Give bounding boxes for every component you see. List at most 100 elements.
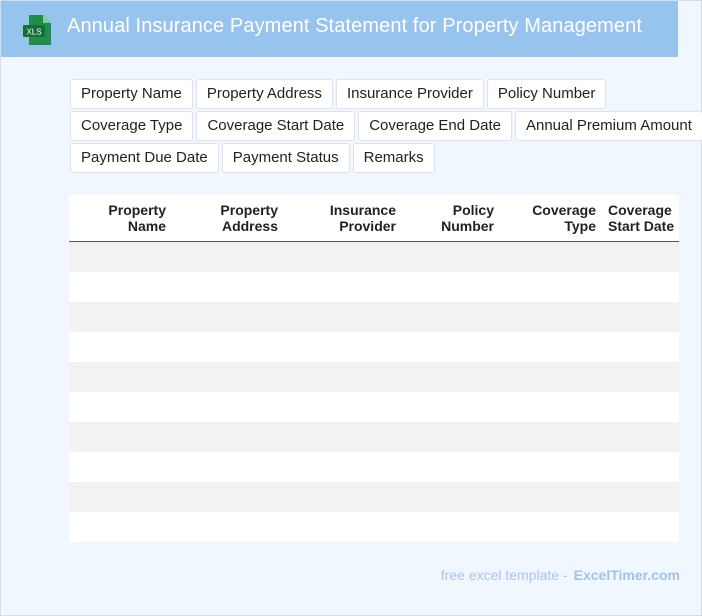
table-row [69,422,679,452]
table-cell[interactable] [402,332,500,362]
table-cell[interactable] [602,452,679,482]
table-cell[interactable] [172,302,284,332]
table-cell[interactable] [69,302,172,332]
table-cell[interactable] [500,272,602,302]
page-title: Annual Insurance Payment Statement for P… [67,15,642,37]
table-cell[interactable] [602,241,679,272]
table-cell[interactable] [402,241,500,272]
table-cell[interactable] [69,482,172,512]
field-tag-remarks[interactable]: Remarks [352,143,435,173]
footer-text: free excel template - [440,567,568,583]
table-cell[interactable] [284,482,402,512]
field-tag-row: Payment Due Date Payment Status Remarks [70,143,695,175]
table-cell[interactable] [284,422,402,452]
table-cell[interactable] [172,422,284,452]
table-row [69,452,679,482]
table-cell[interactable] [500,422,602,452]
field-tag-insurance-provider[interactable]: Insurance Provider [335,79,484,109]
table-cell[interactable] [602,482,679,512]
table-cell[interactable] [402,272,500,302]
table-cell[interactable] [284,272,402,302]
table-cell[interactable] [602,392,679,422]
table-cell[interactable] [69,422,172,452]
table-cell[interactable] [500,452,602,482]
table-cell[interactable] [284,362,402,392]
field-tag-coverage-end-date[interactable]: Coverage End Date [358,111,512,141]
data-table: Property Name Property Address Insurance Pr… [69,195,679,542]
table-row [69,241,679,272]
data-table-container: Property Name Property Address Insurance Pr… [69,195,679,542]
table-row [69,512,679,542]
field-tag-payment-due-date[interactable]: Payment Due Date [70,143,219,173]
table-cell[interactable] [69,452,172,482]
table-cell[interactable] [172,452,284,482]
field-tag-annual-premium-amount[interactable]: Annual Premium Amount [514,111,702,141]
table-cell[interactable] [602,302,679,332]
table-body [69,241,679,542]
table-cell[interactable] [602,272,679,302]
table-cell[interactable] [402,302,500,332]
table-cell[interactable] [172,512,284,542]
field-tag-row: Property Name Property Address Insurance P… [70,79,695,111]
xls-file-icon: XLS [23,15,51,45]
column-header-property-address[interactable]: Property Address [172,195,284,242]
table-cell[interactable] [402,512,500,542]
table-cell[interactable] [602,332,679,362]
table-row [69,302,679,332]
field-tags: Property Name Property Address Insurance P… [70,79,702,175]
footer-brand-link[interactable]: ExcelTimer.com [573,567,680,583]
table-cell[interactable] [172,241,284,272]
table-cell[interactable] [172,332,284,362]
table-cell[interactable] [284,452,402,482]
table-cell[interactable] [284,512,402,542]
field-tag-coverage-type[interactable]: Coverage Type [70,111,194,141]
table-row [69,392,679,422]
table-cell[interactable] [69,241,172,272]
table-cell[interactable] [172,482,284,512]
table-cell[interactable] [69,272,172,302]
field-tag-coverage-start-date[interactable]: Coverage Start Date [196,111,356,141]
column-header-policy-number[interactable]: Policy Number [402,195,500,242]
field-tag-row: Coverage Type Coverage Start Date Coverage… [70,111,702,143]
table-cell[interactable] [172,362,284,392]
table-cell[interactable] [69,362,172,392]
table-cell[interactable] [500,302,602,332]
table-row [69,272,679,302]
field-tag-policy-number[interactable]: Policy Number [486,79,607,109]
table-cell[interactable] [172,272,284,302]
table-cell[interactable] [284,392,402,422]
table-cell[interactable] [402,452,500,482]
table-cell[interactable] [69,392,172,422]
table-cell[interactable] [402,392,500,422]
column-header-insurance-provider[interactable]: Insurance Provider [284,195,402,242]
table-cell[interactable] [284,302,402,332]
table-cell[interactable] [69,332,172,362]
table-cell[interactable] [500,362,602,392]
table-cell[interactable] [284,332,402,362]
field-tag-property-name[interactable]: Property Name [70,79,193,109]
xls-icon-label: XLS [26,28,41,37]
footer-credit: free excel template - ExcelTimer.com [441,567,680,583]
field-tag-property-address[interactable]: Property Address [195,79,333,109]
table-cell[interactable] [284,241,402,272]
column-header-coverage-type[interactable]: Coverage Type [500,195,602,242]
table-cell[interactable] [500,512,602,542]
table-cell[interactable] [402,482,500,512]
table-row [69,482,679,512]
table-cell[interactable] [500,241,602,272]
field-tag-payment-status[interactable]: Payment Status [221,143,350,173]
table-cell[interactable] [602,362,679,392]
column-header-property-name[interactable]: Property Name [69,195,172,242]
table-cell[interactable] [172,392,284,422]
table-cell[interactable] [602,512,679,542]
table-cell[interactable] [500,332,602,362]
table-cell[interactable] [69,512,172,542]
table-header-row: Property Name Property Address Insurance Pr… [69,195,679,242]
table-cell[interactable] [500,482,602,512]
table-cell[interactable] [500,392,602,422]
table-cell[interactable] [402,362,500,392]
column-header-coverage-start-date[interactable]: Coverage Start Date [602,195,679,242]
table-cell[interactable] [602,422,679,452]
table-cell[interactable] [402,422,500,452]
